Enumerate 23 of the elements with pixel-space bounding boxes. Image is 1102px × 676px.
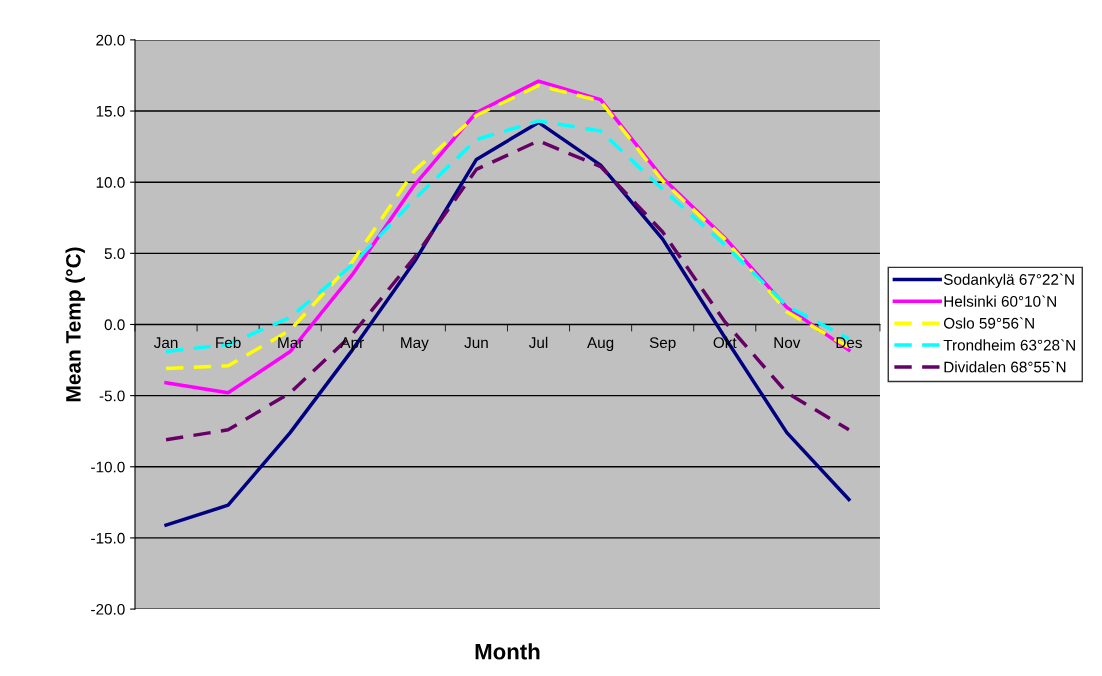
legend-label: Dividalen 68°55`N [944,361,1066,373]
y-tick-label: 5.0 [104,248,125,260]
y-tick-label: -20.0 [91,603,125,615]
y-tick-label: 0.0 [104,319,125,331]
y-tick-label: -15.0 [91,532,125,544]
x-axis-title: Month [475,643,540,660]
y-axis-title: Mean Temp (°C) [65,247,85,402]
x-tick-label: May [401,337,429,352]
x-tick-label: Jan [153,337,178,349]
y-tick-label: 15.0 [96,105,125,117]
x-tick-label: Sep [649,337,676,352]
legend-label: Helsinki 60°10`N [944,295,1056,307]
x-tick-label: Aug [587,337,614,352]
y-tick-label: 20.0 [96,34,125,46]
y-tick-label: -10.0 [91,461,125,473]
legend-label: Trondheim 63°28`N [943,339,1075,351]
y-tick-label: -5.0 [99,390,125,402]
y-tick-label: 10.0 [96,177,125,188]
x-tick-label: Nov [774,337,801,349]
legend-label: Sodankylä 67°22`N [943,273,1074,288]
legend-label: Oslo 59°56`N [943,317,1034,329]
x-tick-label: Jul [528,336,548,349]
x-tick-label: Jun [464,337,488,349]
